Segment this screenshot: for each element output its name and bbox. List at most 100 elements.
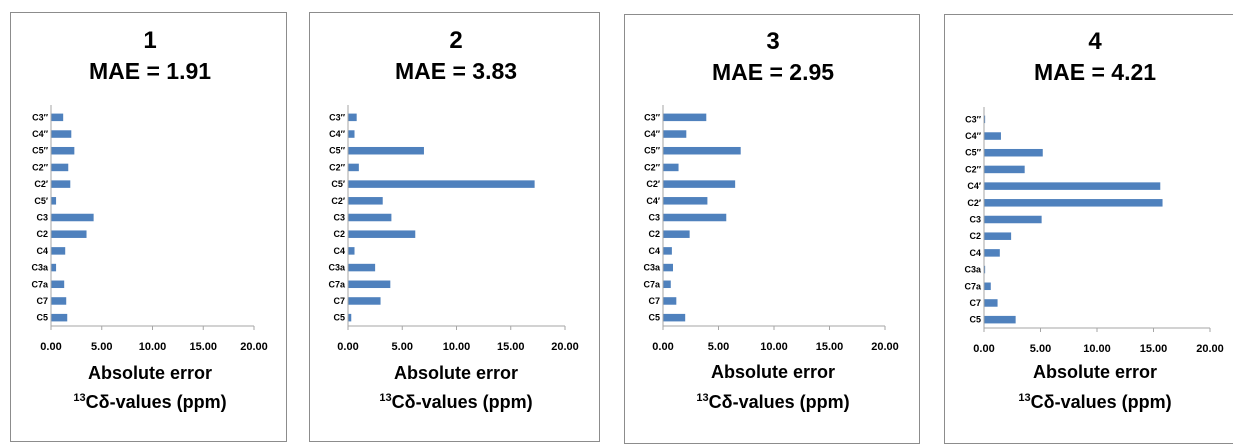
- x-tick-label: 0.00: [973, 343, 994, 355]
- bar: [663, 280, 671, 289]
- bar: [51, 263, 57, 272]
- category-label: C7: [333, 296, 345, 306]
- category-label: C5: [36, 313, 48, 323]
- bar: [663, 197, 708, 205]
- bar: [348, 180, 535, 188]
- bar: [663, 297, 677, 305]
- chart-svg-4: 4 MAE = 4.21 C3′′ C4′′ C5′′ C2′′ C4′ C2′ C3 C2 C4 C…: [964, 28, 1223, 412]
- bar: [348, 313, 352, 322]
- category-label: C3: [969, 215, 981, 225]
- category-label: C5: [333, 313, 345, 323]
- bar: [51, 280, 65, 289]
- bar: [663, 247, 672, 255]
- x-tick-label: 20.00: [240, 341, 268, 353]
- bar: [51, 297, 67, 305]
- x-axis-superscript: 13: [696, 392, 708, 404]
- bar: [984, 148, 1043, 157]
- bar: [984, 265, 986, 274]
- x-tick-label: 15.00: [189, 341, 217, 353]
- category-label: C3′′: [329, 112, 345, 122]
- x-tick-label: 20.00: [871, 341, 899, 353]
- category-label: C2: [36, 229, 48, 239]
- bar: [663, 313, 686, 322]
- x-tick-label: 5.00: [708, 341, 729, 353]
- bar: [984, 232, 1012, 240]
- chart-panel-2: 2 MAE = 3.83 C3′′ C4′′ C5′′ C2′′ C5′ C2′ C3 C2 C4 C…: [309, 12, 600, 442]
- chart-subtitle: MAE = 2.95: [712, 59, 834, 85]
- category-label: C4′′: [329, 129, 345, 139]
- bar: [348, 163, 359, 172]
- category-label: C2: [969, 231, 981, 241]
- category-label: C5′′: [329, 146, 345, 156]
- category-label: C5′′: [644, 146, 660, 156]
- chart-title: 1: [143, 27, 156, 54]
- category-label: C2′: [646, 179, 660, 189]
- x-axis-element: C: [392, 392, 405, 412]
- x-axis-element: C: [1031, 392, 1044, 412]
- category-label: C4′: [646, 196, 660, 206]
- category-label: C3a: [328, 263, 346, 273]
- bar: [663, 213, 727, 222]
- category-label: C2′: [34, 179, 48, 189]
- x-axis-element: C: [709, 392, 722, 412]
- bar: [348, 263, 376, 272]
- bar: [984, 115, 986, 124]
- category-label: C3a: [964, 265, 982, 275]
- bar: [663, 146, 741, 155]
- x-axis-unit: δ-values (ppm): [99, 392, 227, 412]
- x-axis-subtitle: 13Cδ-values (ppm): [696, 392, 849, 412]
- bar: [984, 182, 1161, 190]
- category-label: C2′′: [329, 162, 345, 172]
- category-label: C3a: [643, 263, 661, 273]
- chart-svg-2: 2 MAE = 3.83 C3′′ C4′′ C5′′ C2′′ C5′ C2′ C3 C2 C4 C…: [328, 27, 578, 412]
- bar: [51, 130, 72, 138]
- bar: [984, 165, 1025, 174]
- category-label: C7a: [643, 279, 661, 289]
- bar: [348, 213, 392, 222]
- chart-svg-3: 3 MAE = 2.95 C3′′ C4′′ C5′′ C2′′ C2′ C4′ C3 C2 C4 C…: [643, 28, 899, 412]
- x-axis-superscript: 13: [379, 392, 391, 404]
- bar: [984, 132, 1001, 140]
- chart-panel-1: 1 MAE = 1.91 C3′′ C4′′ C5′′ C2′′ C2′ C5′ C3 C2 C4 C…: [10, 12, 287, 442]
- chart-subtitle: MAE = 3.83: [395, 58, 517, 84]
- x-axis-title: Absolute error: [711, 362, 835, 382]
- x-axis-subtitle: 13Cδ-values (ppm): [1018, 392, 1171, 412]
- bar: [348, 197, 383, 205]
- category-label: C5: [969, 315, 981, 325]
- bar: [348, 297, 381, 305]
- bar: [51, 313, 68, 322]
- bar: [984, 249, 1000, 257]
- bar: [984, 215, 1042, 224]
- category-label: C4: [36, 246, 48, 256]
- x-tick-label: 5.00: [1030, 343, 1051, 355]
- bar: [51, 163, 69, 172]
- bar: [663, 263, 673, 272]
- bar: [663, 180, 736, 188]
- category-label: C2′′: [965, 164, 981, 174]
- x-tick-label: 10.00: [443, 341, 471, 353]
- chart-title: 2: [449, 27, 462, 54]
- category-label: C3a: [31, 263, 49, 273]
- category-label: C4′′: [32, 129, 48, 139]
- x-tick-label: 0.00: [337, 341, 358, 353]
- category-label: C7a: [328, 279, 346, 289]
- bar: [348, 230, 416, 238]
- category-label: C2′: [967, 198, 981, 208]
- bar: [51, 197, 57, 205]
- category-label: C5′: [331, 179, 345, 189]
- category-label: C5: [648, 313, 660, 323]
- category-label: C5′: [34, 196, 48, 206]
- x-axis-unit: δ-values (ppm): [1044, 392, 1172, 412]
- x-axis-title: Absolute error: [1033, 362, 1157, 382]
- category-label: C5′′: [32, 146, 48, 156]
- category-label: C3′′: [32, 112, 48, 122]
- bar: [984, 282, 991, 291]
- chart-subtitle: MAE = 4.21: [1034, 59, 1156, 85]
- bar: [348, 280, 391, 289]
- category-label: C3: [333, 213, 345, 223]
- category-label: C4: [648, 246, 660, 256]
- category-label: C3′′: [965, 114, 981, 124]
- bar: [51, 113, 64, 122]
- bar: [984, 315, 1016, 324]
- x-tick-label: 0.00: [652, 341, 673, 353]
